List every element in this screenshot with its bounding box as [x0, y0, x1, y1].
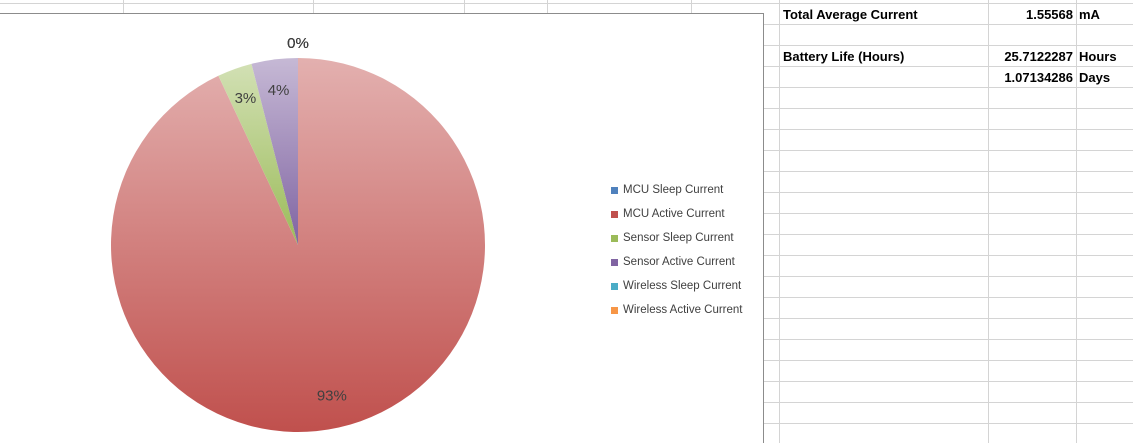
data-label-wireless-sleep-current: 0%: [287, 35, 309, 52]
legend-item-mcu-sleep-current[interactable]: MCU Sleep Current: [611, 178, 743, 202]
pie-slice-mcu-active-current[interactable]: [110, 58, 486, 433]
legend-swatch: [611, 282, 618, 290]
legend-label: Wireless Active Current: [623, 304, 743, 316]
data-label-sensor-active-current: 4%: [268, 82, 290, 99]
legend-swatch: [611, 258, 618, 266]
legend-swatch: [611, 186, 618, 194]
battery-life-hours-unit[interactable]: Hours: [1079, 49, 1117, 64]
battery-life-days-unit[interactable]: Days: [1079, 70, 1111, 85]
legend-item-wireless-sleep-current[interactable]: Wireless Sleep Current: [611, 274, 743, 298]
legend-item-sensor-active-current[interactable]: Sensor Active Current: [611, 250, 743, 274]
total-average-current-unit[interactable]: mA: [1079, 7, 1100, 22]
battery-life-days-value[interactable]: 1.07134286: [1004, 70, 1073, 85]
pie-slice-sensor-sleep-current[interactable]: [218, 63, 298, 245]
chart-legend[interactable]: MCU Sleep Current MCU Active Current Senso…: [611, 178, 743, 322]
legend-label: MCU Sleep Current: [623, 184, 724, 196]
pie-chart[interactable]: 0% 93% 3% 4% 0% 0% MCU Sleep Current MCU Activ…: [0, 13, 764, 443]
pie-slice-sensor-active-current[interactable]: [251, 58, 298, 245]
legend-item-mcu-active-current[interactable]: MCU Active Current: [611, 202, 743, 226]
battery-life-hours-value[interactable]: 25.7122287: [1004, 49, 1073, 64]
legend-label: MCU Active Current: [623, 208, 725, 220]
data-label-mcu-sleep-current: 0%: [287, 35, 309, 52]
total-average-current-value[interactable]: 1.55568: [1026, 7, 1073, 22]
legend-swatch: [611, 306, 618, 314]
data-label-mcu-active-current: 93%: [317, 387, 347, 404]
legend-swatch: [611, 210, 618, 218]
total-average-current-label[interactable]: Total Average Current: [783, 7, 918, 22]
data-label-sensor-sleep-current: 3%: [235, 90, 257, 107]
legend-swatch: [611, 234, 618, 242]
legend-item-wireless-active-current[interactable]: Wireless Active Current: [611, 298, 743, 322]
legend-item-sensor-sleep-current[interactable]: Sensor Sleep Current: [611, 226, 743, 250]
legend-label: Sensor Sleep Current: [623, 232, 734, 244]
pie-chart-svg: 0%93%3% 4%0%0%: [110, 35, 486, 433]
legend-label: Wireless Sleep Current: [623, 280, 742, 292]
data-label-wireless-active-current: 0%: [287, 35, 309, 52]
legend-label: Sensor Active Current: [623, 256, 735, 268]
battery-life-label[interactable]: Battery Life (Hours): [783, 49, 905, 64]
